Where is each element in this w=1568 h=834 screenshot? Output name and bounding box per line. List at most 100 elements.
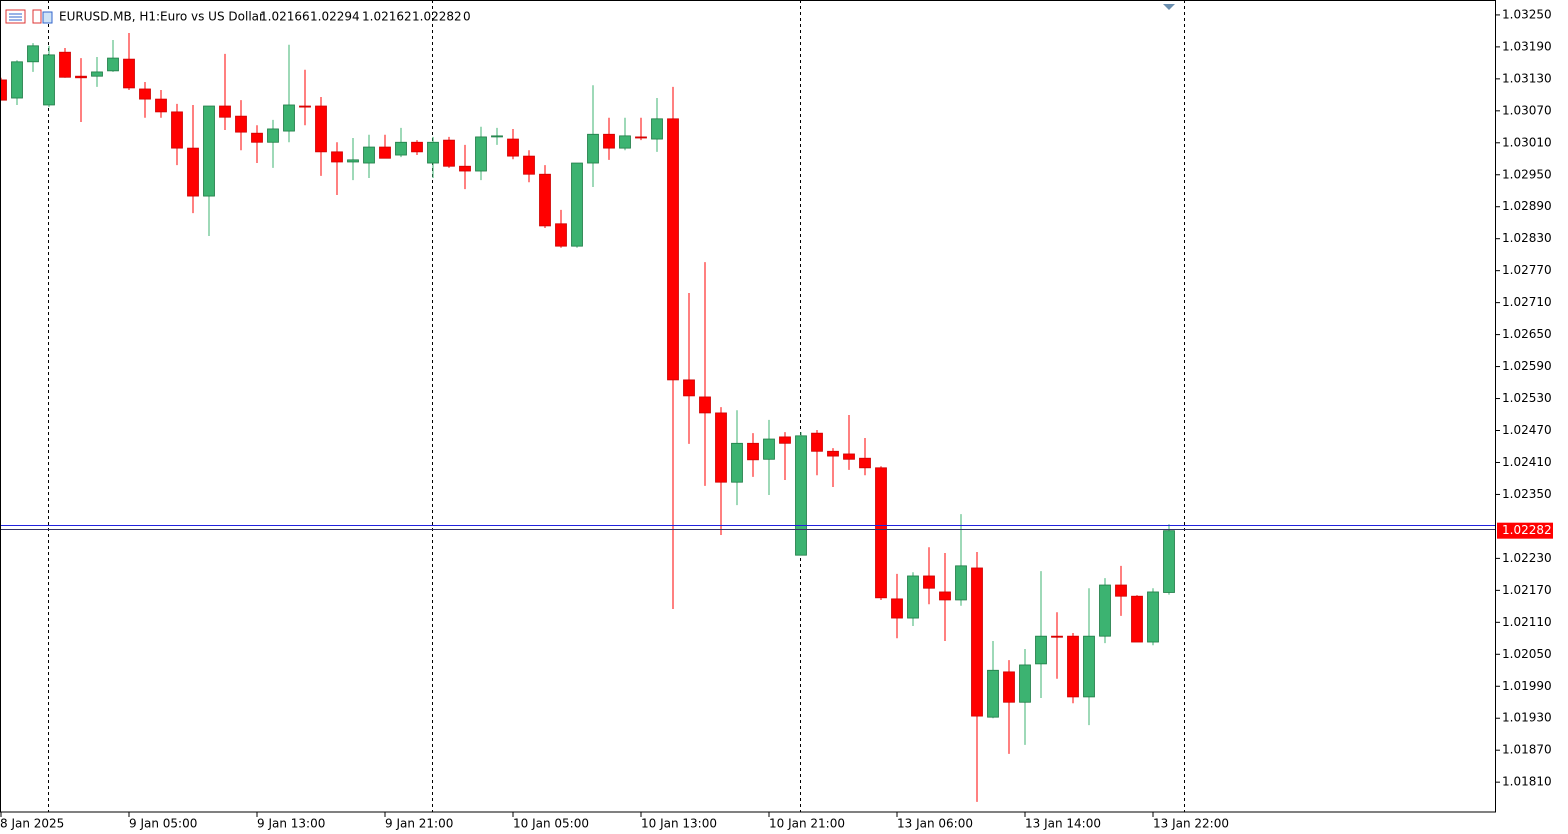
y-tick-label: 1.02890 bbox=[1502, 199, 1552, 213]
candle-body bbox=[283, 104, 295, 132]
x-tick-label: 10 Jan 21:00 bbox=[769, 817, 845, 831]
candle-body bbox=[1147, 591, 1159, 643]
chart-icon[interactable] bbox=[32, 9, 42, 24]
open-value: 1.02166 bbox=[260, 10, 310, 24]
candle-body bbox=[219, 105, 231, 118]
candle-body bbox=[475, 136, 487, 172]
candle-body bbox=[651, 118, 663, 140]
candle-body bbox=[91, 71, 103, 77]
header: EURUSD.MB, H1: Euro vs US Dollar 1.02166… bbox=[5, 9, 471, 24]
candle-body bbox=[315, 105, 327, 153]
x-tick-label: 9 Jan 05:00 bbox=[129, 817, 197, 831]
y-tick-label: 1.02590 bbox=[1502, 359, 1552, 373]
x-tick-label: 10 Jan 05:00 bbox=[513, 817, 589, 831]
candle-body bbox=[747, 442, 759, 461]
y-tick-label: 1.02530 bbox=[1502, 391, 1552, 405]
candle-body bbox=[1163, 530, 1175, 593]
high-value: 1.02294 bbox=[310, 10, 360, 24]
candle-body bbox=[971, 567, 983, 717]
candle-body bbox=[827, 450, 839, 457]
price-label: 1.02282 bbox=[1502, 523, 1552, 537]
candle-body bbox=[59, 51, 71, 78]
candle-body bbox=[331, 151, 343, 163]
x-tick-label: 9 Jan 13:00 bbox=[257, 817, 325, 831]
candle-body bbox=[779, 436, 791, 444]
candle-body bbox=[555, 223, 567, 247]
candle-body bbox=[155, 98, 167, 113]
candle-body bbox=[731, 442, 743, 483]
y-tick-label: 1.03130 bbox=[1502, 71, 1552, 85]
candle-body bbox=[635, 136, 647, 139]
candle-body bbox=[203, 105, 215, 197]
candle-body bbox=[267, 128, 279, 143]
candle-body bbox=[123, 58, 135, 89]
candle-body bbox=[1099, 584, 1111, 637]
candle-body bbox=[187, 147, 199, 197]
candle-body bbox=[379, 146, 391, 159]
candle-body bbox=[619, 135, 631, 149]
y-tick-label: 1.02110 bbox=[1502, 615, 1552, 629]
y-tick-label: 1.03070 bbox=[1502, 103, 1552, 117]
x-tick-label: 13 Jan 14:00 bbox=[1025, 817, 1101, 831]
candle-body bbox=[571, 162, 583, 247]
candle-body bbox=[939, 591, 951, 601]
price-label-box bbox=[1497, 522, 1553, 539]
candle-body bbox=[1003, 671, 1015, 703]
candle-body bbox=[395, 141, 407, 156]
candle-body bbox=[1051, 635, 1063, 638]
y-tick-label: 1.02650 bbox=[1502, 327, 1552, 341]
candle-body bbox=[683, 379, 695, 397]
candle-body bbox=[907, 575, 919, 619]
candle-body bbox=[1115, 584, 1127, 597]
candle-body bbox=[539, 173, 551, 227]
y-tick-label: 1.02050 bbox=[1502, 647, 1552, 661]
y-tick-label: 1.02350 bbox=[1502, 487, 1552, 501]
candle-body bbox=[347, 159, 359, 163]
x-tick-label: 10 Jan 13:00 bbox=[641, 817, 717, 831]
candle-body bbox=[363, 146, 375, 164]
candle-body bbox=[299, 105, 311, 108]
candle-body bbox=[843, 453, 855, 460]
x-tick-label: 13 Jan 06:00 bbox=[897, 817, 973, 831]
candle-body bbox=[603, 133, 615, 149]
y-tick-label: 1.02410 bbox=[1502, 455, 1552, 469]
candle-body bbox=[763, 438, 775, 460]
y-tick-label: 1.01990 bbox=[1502, 679, 1552, 693]
candle-body bbox=[43, 54, 55, 106]
candle-body bbox=[891, 598, 903, 619]
y-tick-label: 1.02230 bbox=[1502, 551, 1552, 565]
candle-body bbox=[27, 45, 39, 63]
plot-frame bbox=[0, 0, 1496, 813]
candle-body bbox=[987, 669, 999, 718]
x-tick-label: 9 Jan 21:00 bbox=[385, 817, 453, 831]
low-value: 1.02162 bbox=[362, 10, 412, 24]
symbol: EURUSD.MB, H1: bbox=[59, 10, 160, 24]
candles bbox=[0, 33, 1175, 802]
candle-body bbox=[699, 396, 711, 414]
y-tick-label: 1.03010 bbox=[1502, 135, 1552, 149]
x-tick-label: 8 Jan 2025 bbox=[0, 817, 64, 831]
shift-marker[interactable] bbox=[1163, 4, 1175, 10]
candle-body bbox=[11, 61, 23, 99]
y-tick-label: 1.03190 bbox=[1502, 39, 1552, 53]
candle-body bbox=[427, 141, 439, 164]
close-value: 1.02282 bbox=[412, 10, 462, 24]
candle-body bbox=[587, 133, 599, 164]
candle-body bbox=[955, 565, 967, 601]
candle-body bbox=[139, 88, 151, 100]
chart-icon[interactable] bbox=[42, 11, 53, 24]
candle-body bbox=[923, 575, 935, 589]
candle-body bbox=[235, 115, 247, 133]
candle-body bbox=[811, 432, 823, 452]
candle-body bbox=[1067, 635, 1079, 698]
candle-body bbox=[1083, 635, 1095, 698]
candle-body bbox=[107, 57, 119, 72]
candle-body bbox=[875, 467, 887, 599]
candle-body bbox=[491, 135, 503, 138]
y-tick-label: 1.02170 bbox=[1502, 583, 1552, 597]
x-tick-label: 13 Jan 22:00 bbox=[1153, 817, 1229, 831]
candle-body bbox=[1019, 664, 1031, 703]
y-tick-label: 1.01930 bbox=[1502, 711, 1552, 725]
candle-body bbox=[443, 139, 455, 167]
